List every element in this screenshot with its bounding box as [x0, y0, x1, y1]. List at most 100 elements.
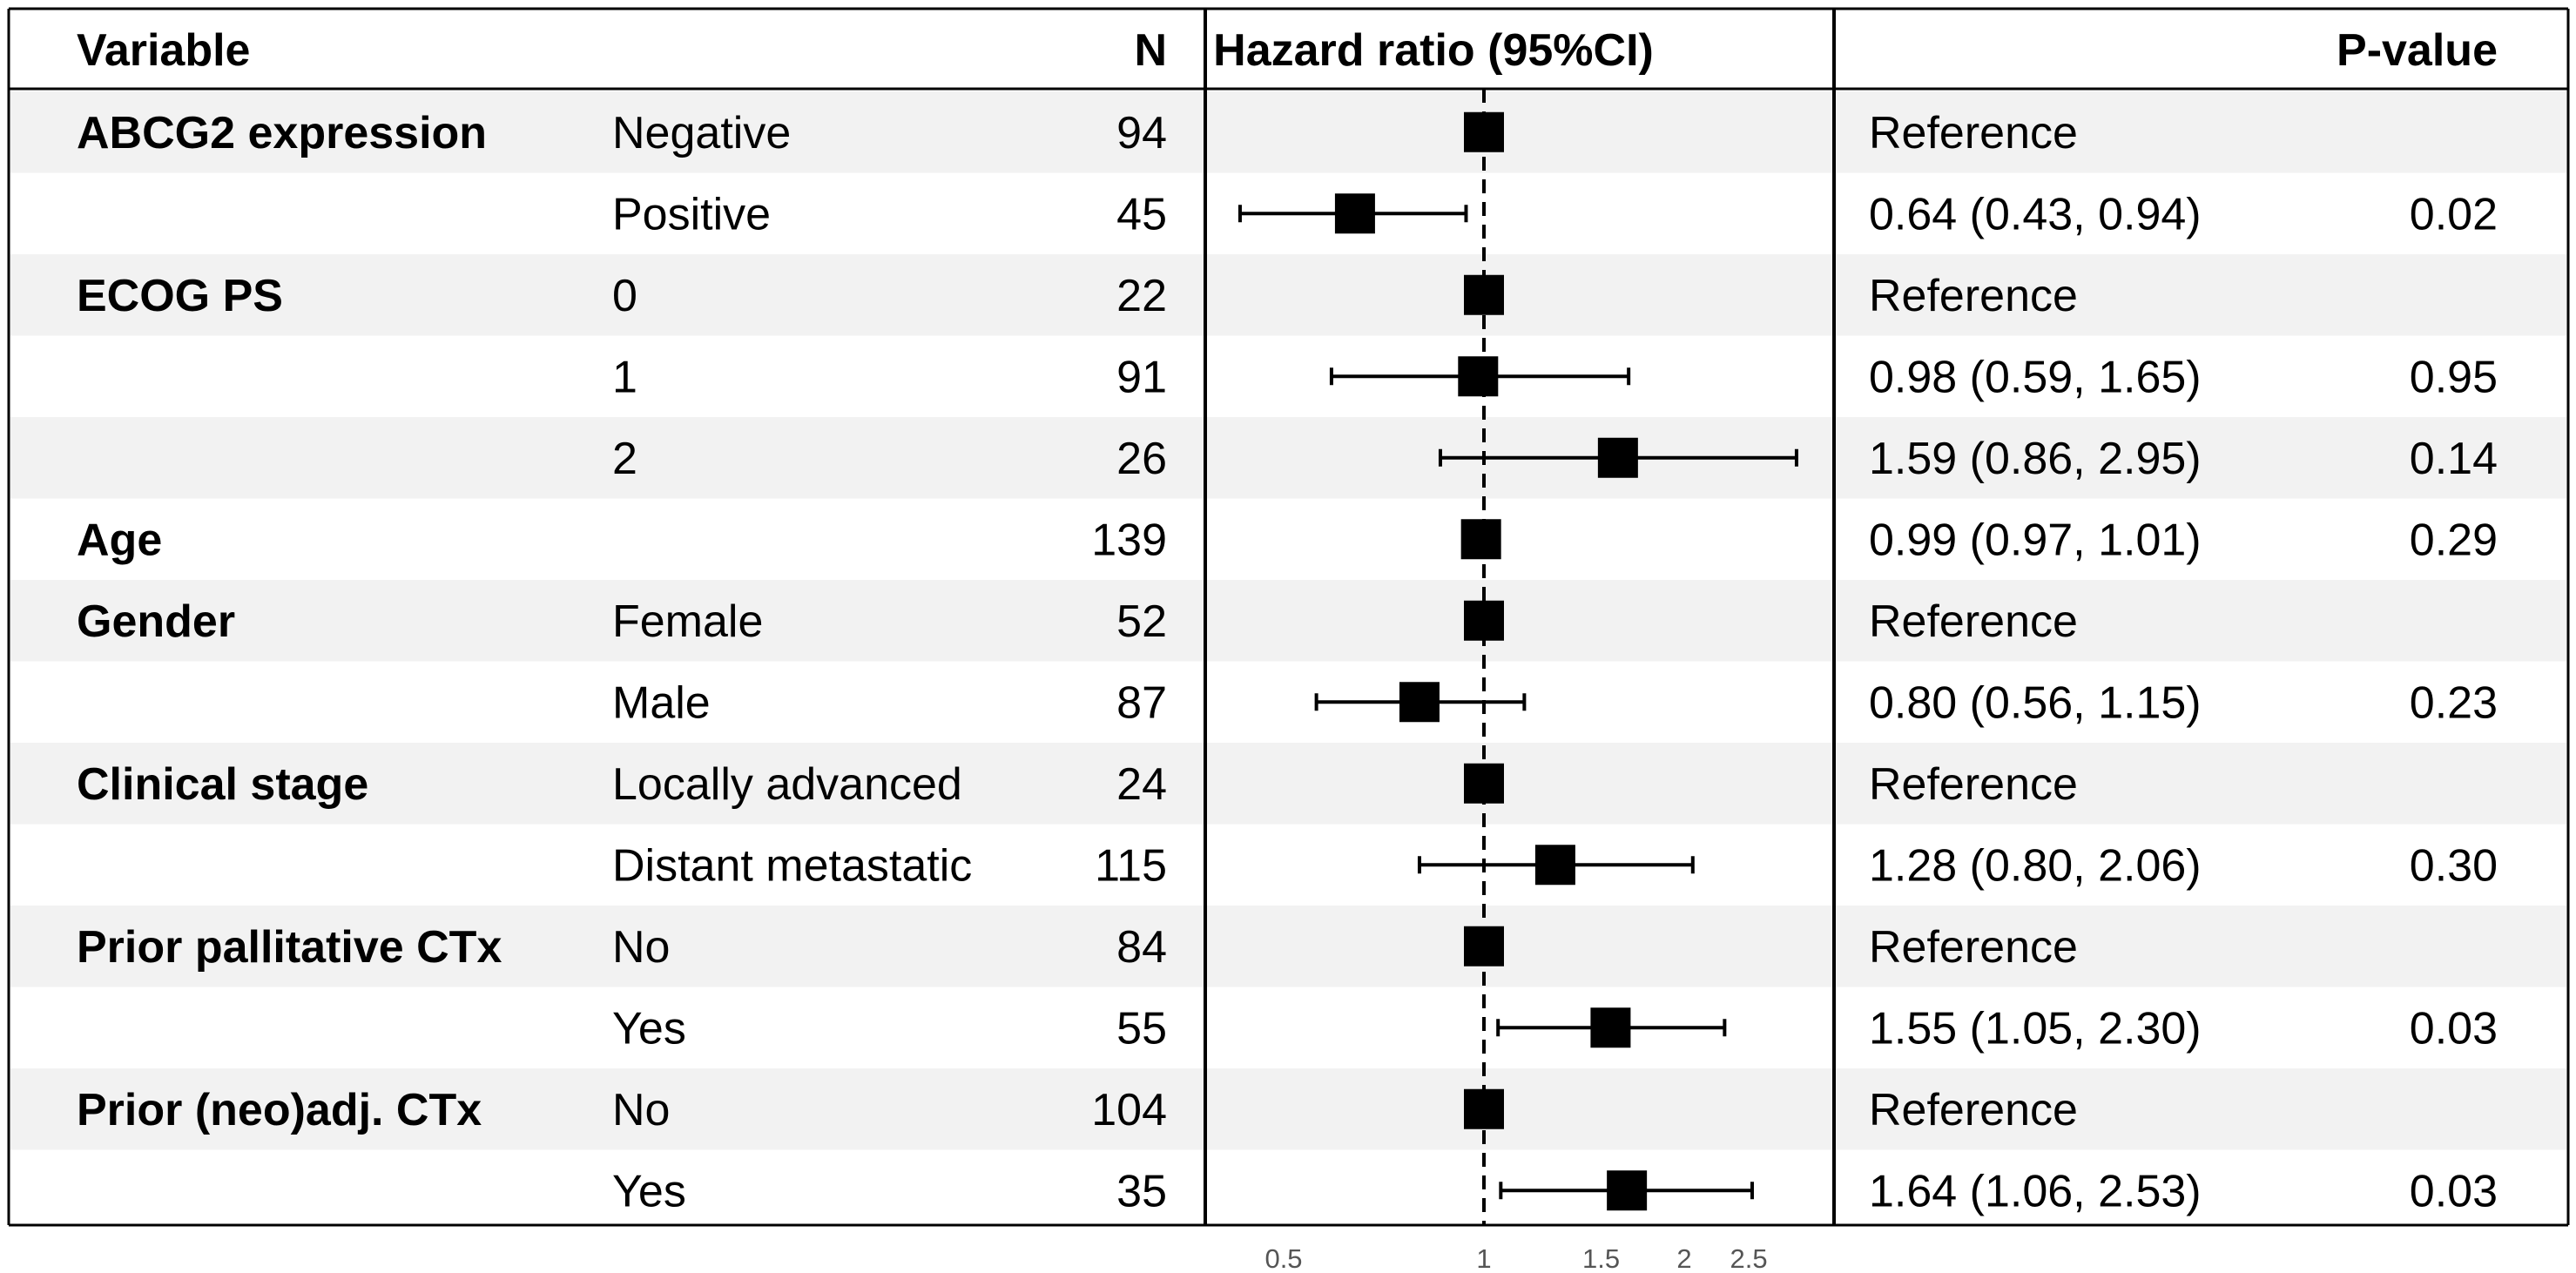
table-row: Yes 55 1.55 (1.05, 2.30) 0.03: [612, 1003, 2498, 1054]
table-row: 1 91 0.98 (0.59, 1.65) 0.95: [612, 352, 2498, 402]
table-row: 2 26 1.59 (0.86, 2.95) 0.14: [612, 434, 2498, 484]
hr-point: [1464, 926, 1504, 967]
row-level: Yes: [612, 1003, 686, 1054]
hr-point: [1460, 519, 1501, 560]
row-stripe: [10, 1068, 2566, 1150]
row-variable: Gender: [77, 596, 235, 647]
row-level: No: [612, 1085, 670, 1135]
row-level: Male: [612, 677, 711, 728]
table-row: Positive 45 0.64 (0.43, 0.94) 0.02: [612, 189, 2498, 239]
table-row: Prior (neo)adj. CTx No 104 Reference: [77, 1085, 2078, 1135]
row-level: 2: [612, 434, 637, 484]
row-level: Positive: [612, 189, 771, 239]
row-variable: Clinical stage: [77, 759, 368, 810]
row-level: Negative: [612, 108, 791, 158]
table-row: Distant metastatic 115 1.28 (0.80, 2.06) 0.…: [612, 840, 2498, 891]
header-n: N: [1134, 25, 1167, 76]
row-n: 87: [1116, 677, 1167, 728]
row-n: 91: [1116, 352, 1167, 402]
x-tick-label: 1: [1476, 1243, 1491, 1273]
row-hr-ci: 0.64 (0.43, 0.94): [1869, 189, 2202, 239]
row-level: No: [612, 922, 670, 973]
x-tick-label: 2.5: [1730, 1243, 1767, 1273]
row-variable: Prior (neo)adj. CTx: [77, 1085, 482, 1135]
table-rows: ABCG2 expression Negative 94 Reference Posit…: [77, 108, 2498, 1217]
row-hr-ci: 1.55 (1.05, 2.30): [1869, 1003, 2202, 1054]
x-tick-label: 1.5: [1582, 1243, 1620, 1273]
row-hr-ci: Reference: [1869, 759, 2078, 810]
table-row: Gender Female 52 Reference: [77, 596, 2078, 647]
row-hr-ci: Reference: [1869, 596, 2078, 647]
row-variable: ECOG PS: [77, 271, 283, 321]
table-row: ABCG2 expression Negative 94 Reference: [77, 108, 2078, 158]
x-tick-label: 0.5: [1264, 1243, 1302, 1273]
header-hazard-ratio: Hazard ratio (95%CI): [1213, 25, 1654, 76]
table-row: Age 139 0.99 (0.97, 1.01) 0.29: [77, 515, 2498, 565]
row-hr-ci: Reference: [1869, 271, 2078, 321]
row-stripe: [10, 743, 2566, 825]
row-hr-ci: 1.64 (1.06, 2.53): [1869, 1166, 2202, 1216]
row-n: 84: [1116, 922, 1167, 973]
row-n: 22: [1116, 271, 1167, 321]
row-n: 35: [1116, 1166, 1167, 1216]
hr-point: [1534, 845, 1575, 886]
row-level: 1: [612, 352, 637, 402]
hr-point: [1590, 1007, 1631, 1048]
x-axis-ticks: 0.5 1 1.5 2 2.5: [1264, 1243, 1767, 1273]
header-row: Variable N Hazard ratio (95%CI) P-value: [77, 25, 2498, 76]
row-hr-ci: Reference: [1869, 922, 2078, 973]
table-row: Yes 35 1.64 (1.06, 2.53) 0.03: [612, 1166, 2498, 1216]
row-hr-ci: 0.99 (0.97, 1.01): [1869, 515, 2202, 565]
row-level: 0: [612, 271, 637, 321]
row-p-value: 0.02: [2410, 189, 2498, 239]
row-n: 52: [1116, 596, 1167, 647]
header-variable: Variable: [77, 25, 250, 76]
x-tick-label: 2: [1676, 1243, 1691, 1273]
row-p-value: 0.29: [2410, 515, 2498, 565]
row-p-value: 0.14: [2410, 434, 2498, 484]
table-row: ECOG PS 0 22 Reference: [77, 271, 2078, 321]
row-hr-ci: Reference: [1869, 1085, 2078, 1135]
table-row: Prior pallitative CTx No 84 Reference: [77, 922, 2078, 973]
row-level: Yes: [612, 1166, 686, 1216]
hr-point: [1464, 600, 1504, 641]
row-level: Distant metastatic: [612, 840, 972, 891]
hr-point: [1597, 437, 1638, 478]
row-p-value: 0.95: [2410, 352, 2498, 402]
hr-point: [1464, 1088, 1504, 1129]
forest-marks: [1237, 89, 1798, 1225]
hr-point: [1334, 193, 1375, 234]
row-hr-ci: 0.80 (0.56, 1.15): [1869, 677, 2202, 728]
row-p-value: 0.03: [2410, 1003, 2498, 1054]
row-stripe: [10, 254, 2566, 336]
row-n: 104: [1091, 1085, 1167, 1135]
hr-point: [1458, 356, 1499, 397]
row-n: 26: [1116, 434, 1167, 484]
row-hr-ci: 0.98 (0.59, 1.65): [1869, 352, 2202, 402]
row-stripe: [10, 417, 2566, 499]
row-level: Female: [612, 596, 763, 647]
row-stripes: [10, 91, 2566, 1150]
row-stripe: [10, 906, 2566, 987]
hr-point: [1464, 763, 1504, 804]
row-p-value: 0.23: [2410, 677, 2498, 728]
hr-point: [1464, 274, 1504, 315]
row-stripe: [10, 580, 2566, 662]
header-p-value: P-value: [2337, 25, 2498, 76]
table-row: Male 87 0.80 (0.56, 1.15) 0.23: [612, 677, 2498, 728]
table-frame: [7, 7, 2570, 1227]
hr-point: [1607, 1170, 1648, 1211]
row-n: 45: [1116, 189, 1167, 239]
row-hr-ci: Reference: [1869, 108, 2078, 158]
hr-point: [1464, 111, 1504, 152]
row-hr-ci: 1.28 (0.80, 2.06): [1869, 840, 2202, 891]
row-n: 139: [1091, 515, 1167, 565]
row-p-value: 0.30: [2410, 840, 2498, 891]
row-variable: Prior pallitative CTx: [77, 922, 502, 973]
row-p-value: 0.03: [2410, 1166, 2498, 1216]
row-n: 55: [1116, 1003, 1167, 1054]
table-row: Clinical stage Locally advanced 24 Referenc…: [77, 759, 2078, 810]
row-variable: Age: [77, 515, 162, 565]
row-variable: ABCG2 expression: [77, 108, 487, 158]
